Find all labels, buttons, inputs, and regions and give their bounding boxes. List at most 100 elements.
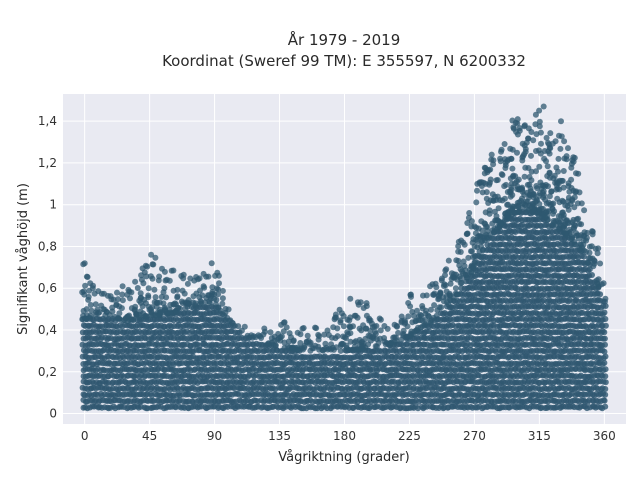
data-point (498, 146, 505, 153)
data-point (530, 137, 537, 144)
data-point (89, 285, 96, 292)
data-point (443, 266, 450, 273)
data-point (241, 323, 248, 330)
data-point (501, 141, 508, 147)
data-point (152, 294, 159, 301)
data-point (404, 323, 411, 330)
data-point (128, 316, 135, 323)
data-point (184, 280, 191, 287)
data-point (161, 268, 168, 275)
data-point (602, 386, 609, 392)
data-point (433, 312, 440, 319)
data-point (174, 286, 181, 293)
data-point (354, 314, 361, 321)
data-point (267, 329, 274, 336)
data-point (134, 285, 141, 291)
data-point (301, 344, 308, 351)
data-point (601, 348, 608, 355)
data-point (200, 283, 207, 290)
data-point (405, 313, 412, 320)
data-point (602, 316, 609, 322)
data-point (313, 325, 320, 332)
data-point (509, 165, 516, 172)
data-point (283, 324, 290, 331)
data-point (601, 359, 608, 366)
data-point (149, 261, 156, 268)
data-point (601, 309, 608, 316)
data-point (79, 289, 86, 296)
data-point (334, 325, 341, 332)
data-point (85, 296, 92, 303)
data-point (490, 157, 497, 164)
data-point (84, 274, 91, 280)
data-point (363, 303, 370, 310)
data-point (495, 205, 502, 212)
data-point (514, 149, 520, 156)
data-point (452, 285, 459, 292)
data-point (405, 300, 412, 306)
data-point (526, 181, 533, 188)
data-point (145, 285, 152, 292)
data-point (87, 302, 94, 308)
data-point (514, 131, 521, 138)
data-point (337, 347, 344, 354)
data-point (384, 325, 391, 332)
data-point (300, 325, 307, 331)
data-point (170, 267, 177, 274)
data-point (455, 257, 462, 264)
data-point (503, 181, 509, 188)
data-point (601, 397, 608, 404)
data-point (419, 323, 426, 330)
data-point (468, 218, 475, 225)
data-point (192, 300, 199, 307)
data-point (145, 294, 152, 301)
data-point (174, 294, 181, 301)
data-point (530, 190, 537, 197)
data-point (272, 342, 279, 349)
data-point (423, 292, 430, 299)
data-point (142, 262, 149, 269)
data-point (602, 322, 609, 329)
data-point (116, 310, 123, 317)
data-point (132, 303, 139, 310)
data-point (431, 302, 438, 309)
data-point (128, 289, 135, 296)
data-point (118, 305, 125, 312)
data-point (473, 199, 480, 206)
data-point (474, 187, 480, 194)
data-point (373, 323, 380, 329)
data-point (151, 286, 158, 293)
data-point (528, 152, 534, 159)
data-point (180, 271, 187, 278)
data-point (177, 305, 183, 312)
data-point (161, 285, 168, 292)
data-point (475, 252, 482, 259)
chart-title-line1: År 1979 - 2019 (288, 30, 401, 49)
data-point (92, 301, 99, 308)
data-point (472, 258, 479, 265)
data-point (602, 373, 609, 380)
data-point (261, 325, 268, 332)
data-point (479, 247, 486, 254)
data-point (195, 276, 202, 283)
data-point (486, 234, 493, 241)
data-point (290, 338, 297, 345)
data-point (324, 327, 331, 334)
data-point (347, 330, 354, 337)
data-point (219, 295, 226, 302)
data-point (460, 239, 467, 246)
data-point (428, 317, 435, 323)
data-point (602, 366, 609, 373)
data-point (597, 291, 604, 298)
data-point (119, 283, 126, 290)
data-point (278, 333, 285, 340)
data-point (394, 323, 400, 330)
data-points (79, 103, 609, 412)
data-point (149, 275, 156, 282)
data-point (140, 280, 147, 287)
data-point (205, 273, 212, 280)
data-point (219, 300, 226, 307)
data-point (142, 312, 149, 319)
data-point (347, 324, 354, 331)
data-point (163, 294, 170, 301)
